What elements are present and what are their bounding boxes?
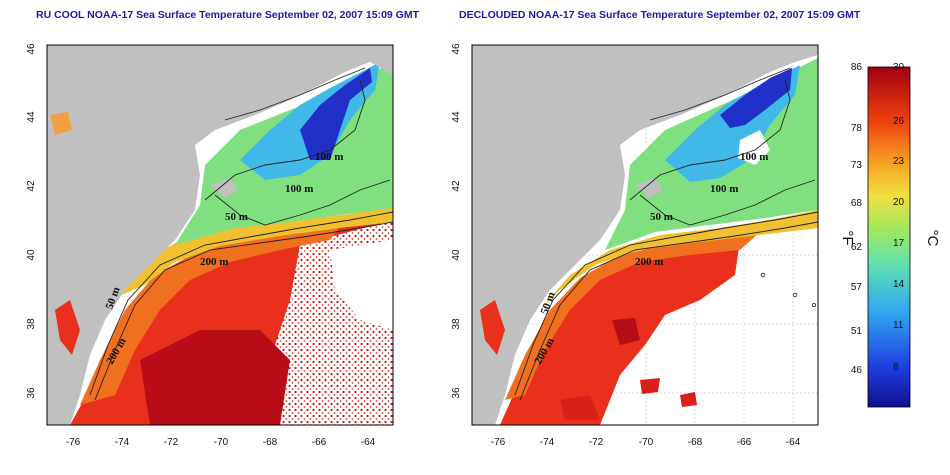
right-contour-label: 50 m	[650, 211, 673, 223]
lon-tick-label: -66	[312, 437, 327, 448]
celsius-unit-label: °C	[924, 230, 941, 247]
celsius-tick: 8	[893, 362, 899, 373]
left-map-frame	[46, 44, 394, 426]
fahrenheit-unit-label: °F	[839, 230, 856, 245]
left-hot-patch	[140, 330, 290, 425]
right-contour-ring	[812, 302, 817, 307]
left-land	[47, 45, 393, 425]
lat-tick-label: 46	[451, 43, 462, 55]
left-orange-shelf	[80, 226, 340, 405]
right-map-frame	[471, 44, 819, 426]
left-bay	[55, 300, 80, 355]
lon-tick-label: -68	[688, 437, 703, 448]
celsius-tick: 30	[893, 62, 905, 73]
lat-tick-label: 38	[451, 318, 462, 330]
left-contour-label: 100 m	[285, 183, 313, 195]
celsius-tick: 23	[893, 156, 905, 167]
left-cloud-white	[330, 240, 393, 330]
left-lat-ticks: 46 44 42 40 38 36	[26, 43, 37, 399]
right-land	[472, 45, 818, 425]
lon-tick-label: -66	[737, 437, 752, 448]
lon-tick-label: -70	[214, 437, 229, 448]
lat-tick-label: 36	[451, 387, 462, 399]
left-contours	[89, 67, 393, 401]
right-bay	[480, 300, 505, 355]
lon-tick-label: -70	[639, 437, 654, 448]
lon-tick-label: -68	[263, 437, 278, 448]
right-contour-label: 200 m	[635, 256, 663, 268]
lat-tick-label: 42	[451, 180, 462, 192]
lat-tick-label: 38	[26, 318, 37, 330]
lon-tick-label: -74	[115, 437, 130, 448]
lon-tick-label: -76	[491, 437, 506, 448]
right-orange-shelf	[505, 232, 760, 400]
lon-tick-label: -76	[66, 437, 81, 448]
fahrenheit-tick: 73	[851, 160, 863, 171]
right-deep-blue-water	[720, 68, 792, 128]
left-yellow-band	[110, 205, 393, 300]
celsius-tick: 14	[893, 279, 905, 290]
lon-tick-label: -64	[361, 437, 376, 448]
right-hot-patch	[612, 318, 640, 345]
celsius-tick: 11	[893, 320, 904, 331]
fahrenheit-tick: 68	[851, 198, 863, 209]
lon-tick-label: -72	[164, 437, 179, 448]
right-contours	[514, 67, 818, 401]
left-map: 100 m 100 m 50 m 200 m 50 m 200 m -76 -7…	[26, 43, 394, 448]
left-small-patch	[50, 112, 72, 135]
fahrenheit-tick: 51	[851, 326, 863, 337]
lat-tick-label: 42	[26, 180, 37, 192]
fahrenheit-tick: 86	[851, 62, 863, 73]
celsius-tick: 26	[893, 116, 905, 127]
fahrenheit-tick: 78	[851, 123, 863, 134]
lat-tick-label: 36	[26, 387, 37, 399]
left-lon-ticks: -76 -74 -72 -70 -68 -66 -64	[66, 437, 376, 448]
right-contour-ring	[792, 292, 798, 298]
left-cape-cod	[210, 178, 238, 198]
fahrenheit-tick: 62	[851, 242, 863, 253]
right-lat-ticks: 46 44 42 40 38 36	[451, 43, 462, 399]
left-contour-label: 50 m	[225, 211, 248, 223]
lon-tick-label: -64	[786, 437, 801, 448]
celsius-tick: 20	[893, 197, 905, 208]
left-map-title: RU COOL NOAA-17 Sea Surface Temperature …	[36, 9, 420, 21]
fahrenheit-tick: 46	[851, 365, 863, 376]
fahrenheit-tick: 57	[851, 282, 863, 293]
left-contour-label: 200 m	[200, 256, 228, 268]
left-nova-scotia	[320, 45, 393, 75]
lat-tick-label: 46	[26, 43, 37, 55]
left-contour-label: 100 m	[315, 151, 343, 163]
right-cape-cod	[635, 178, 663, 198]
lat-tick-label: 44	[26, 111, 37, 123]
lon-tick-label: -74	[540, 437, 555, 448]
lon-tick-label: -72	[589, 437, 604, 448]
right-contour-ring	[760, 272, 766, 278]
right-red-fragments	[560, 378, 697, 420]
right-map: 100 m 100 m 50 m 200 m 50 m 200 m -76 -7…	[451, 43, 819, 448]
lat-tick-label: 44	[451, 111, 462, 123]
lat-tick-label: 40	[451, 249, 462, 261]
lat-tick-label: 40	[26, 249, 37, 261]
right-contour-label: 100 m	[710, 183, 738, 195]
right-map-title: DECLOUDED NOAA-17 Sea Surface Temperatur…	[459, 9, 861, 21]
left-deep-blue-water	[300, 68, 372, 160]
right-lon-ticks: -76 -74 -72 -70 -68 -66 -64	[491, 437, 801, 448]
celsius-tick: 17	[893, 238, 905, 249]
right-yellow-band	[540, 210, 818, 310]
temperature-colorbar: 86 78 73 68 62 57 51 46 30 26 23 20 17 1…	[839, 62, 941, 408]
right-contour-label: 100 m	[740, 151, 768, 163]
colorbar-gradient	[867, 66, 911, 408]
right-cloud-hole	[738, 130, 770, 165]
